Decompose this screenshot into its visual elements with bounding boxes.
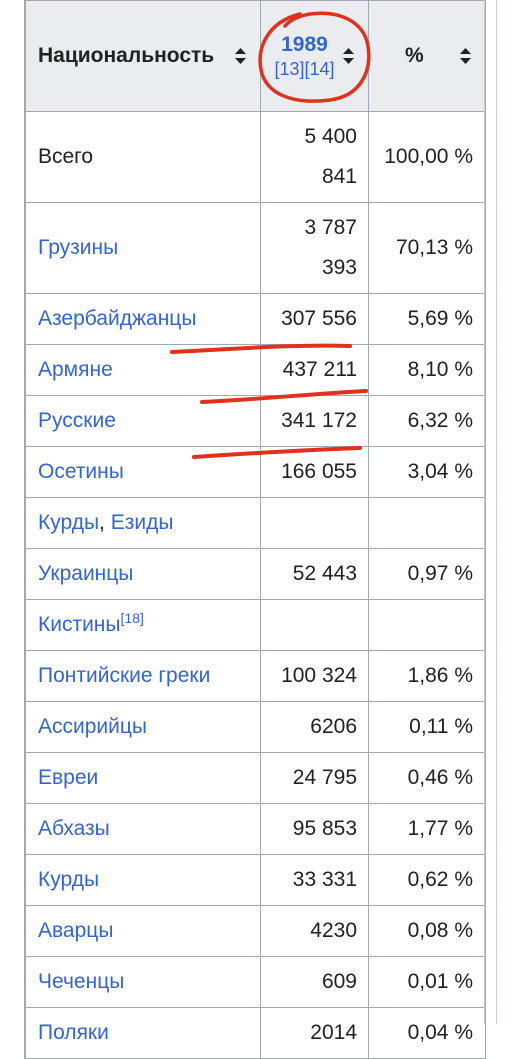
header-percent[interactable]: % [368, 0, 486, 112]
percent-value: 0,01 % [368, 956, 486, 1008]
page: Национальность 1989 [13][14] [24, 0, 497, 1059]
population-value: 341 172 [260, 395, 369, 447]
population-value: 33 331 [260, 854, 369, 906]
page-edge-divider [496, 0, 497, 1024]
nationality-link[interactable]: Армяне [38, 358, 113, 381]
nationality-link[interactable]: Азербайджанцы [38, 307, 197, 330]
table-row: Армяне 437 211 8,10 % [25, 344, 486, 396]
population-value: 166 055 [260, 446, 369, 498]
table-row: Абхазы 95 853 1,77 % [25, 803, 486, 855]
percent-value: 0,08 % [368, 905, 486, 957]
percent-value: 0,11 % [368, 701, 486, 753]
table-row: Чеченцы 609 0,01 % [25, 956, 486, 1008]
nationality-link[interactable]: Абхазы [38, 817, 110, 840]
percent-value: 0,62 % [368, 854, 486, 906]
percent-value: 100,00 % [368, 111, 486, 203]
nationality-link[interactable]: Ассирийцы [38, 715, 147, 738]
population-line2: 393 [321, 256, 357, 279]
header-nationality[interactable]: Национальность [25, 0, 261, 112]
nationality-link[interactable]: Русские [38, 409, 116, 432]
nationality-link-kurds[interactable]: Курды [38, 511, 100, 534]
percent-value: 1,86 % [368, 650, 486, 702]
year-refs-link[interactable]: [13][14] [274, 58, 335, 79]
table-row: Понтийские греки 100 324 1,86 % [25, 650, 486, 702]
table-header-row: Национальность 1989 [13][14] [25, 0, 486, 112]
percent-value: 1,77 % [368, 803, 486, 855]
percent-value [368, 599, 486, 651]
percent-value: 3,04 % [368, 446, 486, 498]
population-value: 100 324 [260, 650, 369, 702]
population-value: 52 443 [260, 548, 369, 600]
table-row: Всего 5 400 841 100,00 % [25, 111, 486, 203]
nationality-link[interactable]: Кистины [38, 613, 121, 636]
population-value: 6206 [260, 701, 369, 753]
percent-value: 0,46 % [368, 752, 486, 804]
population-value [260, 497, 369, 549]
nationality-link[interactable]: Аварцы [38, 919, 114, 942]
percent-value: 70,13 % [368, 202, 486, 294]
percent-value [368, 497, 486, 549]
population-value: 4230 [260, 905, 369, 957]
sort-icon[interactable] [234, 48, 246, 64]
year-link[interactable]: 1989 [281, 32, 328, 56]
table-row: Кистины[18] [25, 599, 486, 651]
nationality-table-container: Национальность 1989 [13][14] [24, 0, 486, 1059]
population-line1: 5 400 [304, 125, 357, 148]
header-nationality-label: Национальность [38, 44, 215, 67]
table-row: Грузины 3 787 393 70,13 % [25, 202, 486, 294]
percent-value: 6,32 % [368, 395, 486, 447]
percent-value: 5,69 % [368, 293, 486, 345]
sort-icon[interactable] [343, 48, 355, 64]
nationality-link[interactable]: Чеченцы [38, 970, 125, 993]
percent-value: 0,97 % [368, 548, 486, 600]
table-row: Курды, Езиды [25, 497, 486, 549]
table-row: Ассирийцы 6206 0,11 % [25, 701, 486, 753]
nationality-link[interactable]: Украинцы [38, 562, 134, 585]
population-line1: 3 787 [304, 216, 357, 239]
population-value: 95 853 [260, 803, 369, 855]
population-value: 609 [260, 956, 369, 1008]
population-value: 24 795 [260, 752, 369, 804]
header-percent-label: % [405, 44, 424, 67]
percent-value: 0,04 % [368, 1007, 486, 1059]
nationality-link[interactable]: Евреи [38, 766, 99, 789]
population-line2: 841 [321, 165, 357, 188]
nationality-link[interactable]: Грузины [38, 236, 119, 259]
nationality-link[interactable]: Поляки [38, 1021, 109, 1044]
column-edge-divider [484, 0, 485, 1024]
population-value: 2014 [260, 1007, 369, 1059]
population-value: 437 211 [260, 344, 369, 396]
nationality-link[interactable]: Курды [38, 868, 100, 891]
percent-value: 8,10 % [368, 344, 486, 396]
table-row: Аварцы 4230 0,08 % [25, 905, 486, 957]
reference-link[interactable]: [18] [120, 610, 144, 626]
table-row: Азербайджанцы 307 556 5,69 % [25, 293, 486, 345]
nationality-link[interactable]: Осетины [38, 460, 124, 483]
sort-icon[interactable] [459, 48, 471, 64]
population-value [260, 599, 369, 651]
name-separator: , [99, 511, 111, 534]
table-row: Евреи 24 795 0,46 % [25, 752, 486, 804]
table-row: Осетины 166 055 3,04 % [25, 446, 486, 498]
nationality-table: Национальность 1989 [13][14] [25, 0, 486, 1059]
nationality-name: Всего [38, 145, 94, 168]
table-row: Курды 33 331 0,62 % [25, 854, 486, 906]
header-year[interactable]: 1989 [13][14] [260, 0, 369, 112]
table-row: Украинцы 52 443 0,97 % [25, 548, 486, 600]
table-row: Русские 341 172 6,32 % [25, 395, 486, 447]
table-row: Поляки 2014 0,04 % [25, 1007, 486, 1059]
nationality-link-yazidis[interactable]: Езиды [110, 511, 174, 534]
nationality-link[interactable]: Понтийские греки [38, 664, 211, 687]
population-value: 307 556 [260, 293, 369, 345]
